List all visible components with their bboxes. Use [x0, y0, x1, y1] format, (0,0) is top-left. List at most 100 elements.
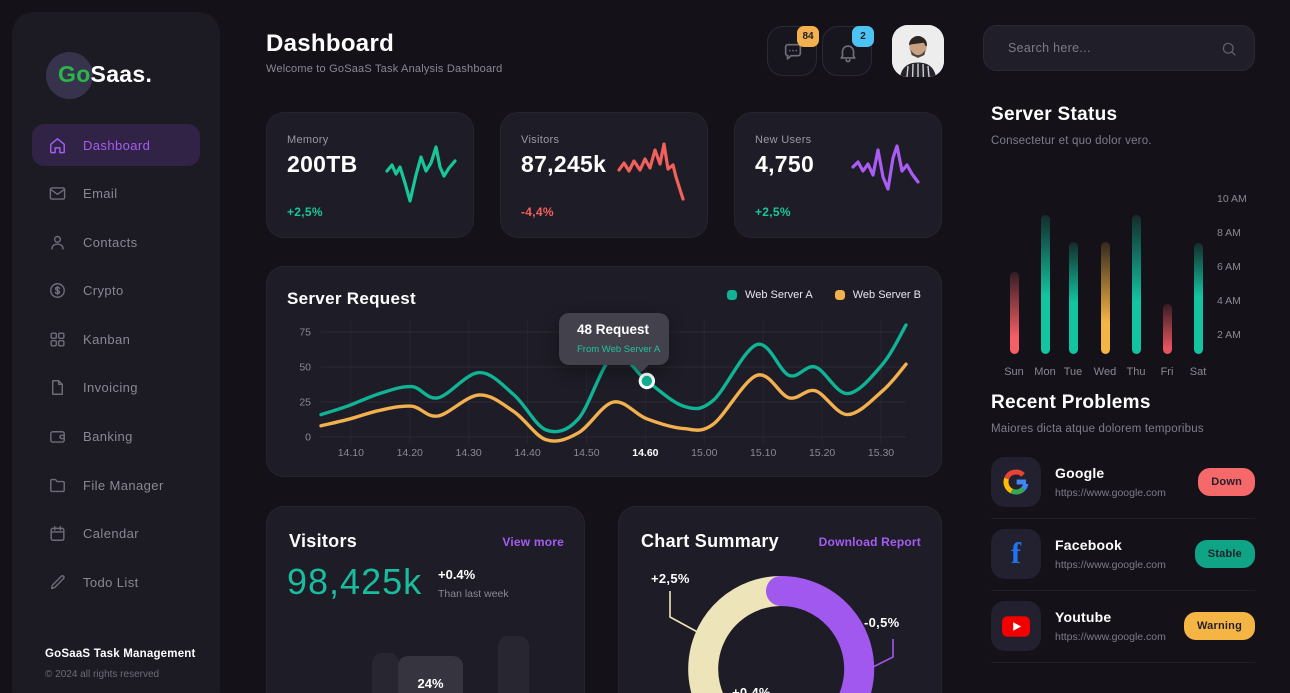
facebook-icon: f — [991, 529, 1041, 579]
sidebar-item-label: Invoicing — [83, 380, 138, 396]
sparkline-chart — [851, 144, 920, 191]
status-badge[interactable]: Stable — [1194, 540, 1255, 568]
svg-text:15.30: 15.30 — [868, 447, 894, 459]
stat-label: Memory — [287, 134, 329, 146]
day-label: Mon — [1034, 366, 1056, 378]
calendar-icon — [48, 524, 67, 543]
sidebar: GoSaas. Dashboard Email Contacts Crypto … — [12, 12, 220, 693]
status-bar-column-thu: Thu — [1121, 190, 1151, 380]
legend-label: Web Server B — [852, 289, 921, 301]
svg-text:75: 75 — [299, 327, 311, 339]
site-name: Google — [1055, 465, 1105, 481]
day-label: Wed — [1093, 366, 1117, 378]
sidebar-item-email[interactable]: Email — [32, 173, 200, 215]
user-avatar[interactable] — [892, 25, 944, 77]
status-bar-column-sun: Sun — [999, 190, 1029, 380]
recent-problems-subtitle: Maiores dicta atque dolorem temporibus — [991, 423, 1204, 435]
site-url: https://www.google.com — [1055, 559, 1166, 571]
problem-meta: Google https://www.google.com — [1055, 465, 1166, 499]
status-badge[interactable]: Down — [1198, 468, 1255, 496]
sidebar-item-label: Todo List — [83, 574, 139, 590]
sparkline-chart — [617, 142, 685, 201]
stat-value: 200TB — [287, 151, 358, 177]
grid-icon — [48, 330, 67, 349]
stat-label: Visitors — [521, 134, 560, 146]
sidebar-item-banking[interactable]: Banking — [32, 416, 200, 458]
site-name: Youtube — [1055, 609, 1112, 625]
user-icon — [48, 233, 67, 252]
sidebar-item-crypto[interactable]: Crypto — [32, 270, 200, 312]
problem-row-facebook[interactable]: f Facebook https://www.google.com Stable — [991, 519, 1255, 591]
day-label: Sat — [1189, 366, 1207, 378]
folder-icon — [48, 476, 67, 495]
status-bar — [1068, 242, 1078, 354]
svg-text:50: 50 — [299, 362, 311, 374]
sidebar-item-todo-list[interactable]: Todo List — [32, 561, 200, 603]
download-report-link[interactable]: Download Report — [818, 535, 921, 549]
tooltip-value: 48 Request — [577, 322, 650, 337]
stat-value: 87,245k — [521, 151, 607, 177]
stat-card-memory: Memory 200TB +2,5% — [266, 112, 474, 238]
time-axis-label: 2 AM — [1217, 329, 1241, 341]
visitors-card: Visitors View more 98,425k +0.4% Than la… — [266, 506, 585, 693]
notifications-button[interactable]: 2 — [822, 26, 874, 76]
tooltip-percent: 24% — [417, 676, 444, 691]
stat-delta: +2,5% — [755, 205, 791, 219]
mail-icon — [48, 184, 67, 203]
view-more-link[interactable]: View more — [502, 535, 564, 549]
donut-label-partial: +0,4% — [732, 685, 771, 693]
status-bar-column-mon: Mon — [1030, 190, 1060, 380]
sidebar-footer-copyright: © 2024 all rights reserved — [45, 669, 160, 680]
svg-text:15.10: 15.10 — [750, 447, 776, 459]
server-status-title: Server Status — [991, 104, 1118, 125]
status-badge[interactable]: Warning — [1184, 612, 1255, 640]
server-request-chart: 0 25 50 75 14.10 14.20 14.30 14.40 14.50 14.60 15.… — [299, 319, 908, 459]
svg-text:14.10: 14.10 — [338, 447, 364, 459]
recent-problems-title: Recent Problems — [991, 392, 1151, 413]
visitors-bar — [498, 636, 529, 693]
sidebar-item-label: Banking — [83, 429, 133, 445]
messages-button[interactable]: 84 — [767, 26, 819, 76]
problem-meta: Youtube https://www.google.com — [1055, 609, 1166, 643]
logo-circle — [46, 52, 93, 99]
problem-row-youtube[interactable]: Youtube https://www.google.com Warning — [991, 591, 1255, 663]
search-input[interactable] — [1008, 26, 1198, 70]
sidebar-item-invoicing[interactable]: Invoicing — [32, 367, 200, 409]
svg-text:0: 0 — [305, 432, 311, 444]
legend-item: Web Server A — [727, 289, 813, 301]
sidebar-item-dashboard[interactable]: Dashboard — [32, 124, 200, 166]
chart-summary-card: Chart Summary Download Report +2,5% -0,5… — [618, 506, 942, 693]
svg-text:14.60: 14.60 — [632, 447, 658, 459]
site-name: Facebook — [1055, 537, 1122, 553]
svg-text:25: 25 — [299, 397, 311, 409]
stat-delta: -4,4% — [521, 205, 554, 219]
page-subtitle: Welcome to GoSaaS Task Analysis Dashboar… — [266, 63, 503, 75]
day-label: Sun — [1004, 366, 1024, 378]
sidebar-item-kanban[interactable]: Kanban — [32, 318, 200, 360]
visitors-bar — [372, 653, 399, 693]
stat-value: 4,750 — [755, 151, 815, 177]
sidebar-item-file-manager[interactable]: File Manager — [32, 464, 200, 506]
status-bar-column-fri: Fri — [1152, 190, 1182, 380]
sidebar-nav: Dashboard Email Contacts Crypto Kanban I… — [32, 124, 200, 610]
problem-list: Google https://www.google.com Down f Face… — [991, 447, 1255, 663]
problem-row-google[interactable]: Google https://www.google.com Down — [991, 447, 1255, 519]
day-label: Tue — [1063, 366, 1083, 378]
problem-meta: Facebook https://www.google.com — [1055, 537, 1166, 571]
sidebar-item-contacts[interactable]: Contacts — [32, 221, 200, 263]
day-label: Fri — [1160, 366, 1174, 378]
sidebar-item-label: Crypto — [83, 283, 124, 299]
svg-text:14.30: 14.30 — [456, 447, 482, 459]
pencil-icon — [48, 573, 67, 592]
time-axis-label: 6 AM — [1217, 261, 1241, 273]
donut-label-cream: +2,5% — [651, 571, 690, 586]
server-status-chart: 10 AM 8 AM 6 AM 4 AM 2 AM Sun Mon Tue Wed Th… — [991, 190, 1255, 380]
sidebar-item-label: Calendar — [83, 526, 139, 542]
sidebar-item-calendar[interactable]: Calendar — [32, 513, 200, 555]
notifications-count-badge: 2 — [852, 26, 874, 47]
server-request-legend: Web Server A Web Server B — [727, 289, 921, 301]
sidebar-item-label: Dashboard — [83, 137, 151, 153]
svg-text:14.20: 14.20 — [397, 447, 423, 459]
time-axis-label: 10 AM — [1217, 193, 1247, 205]
